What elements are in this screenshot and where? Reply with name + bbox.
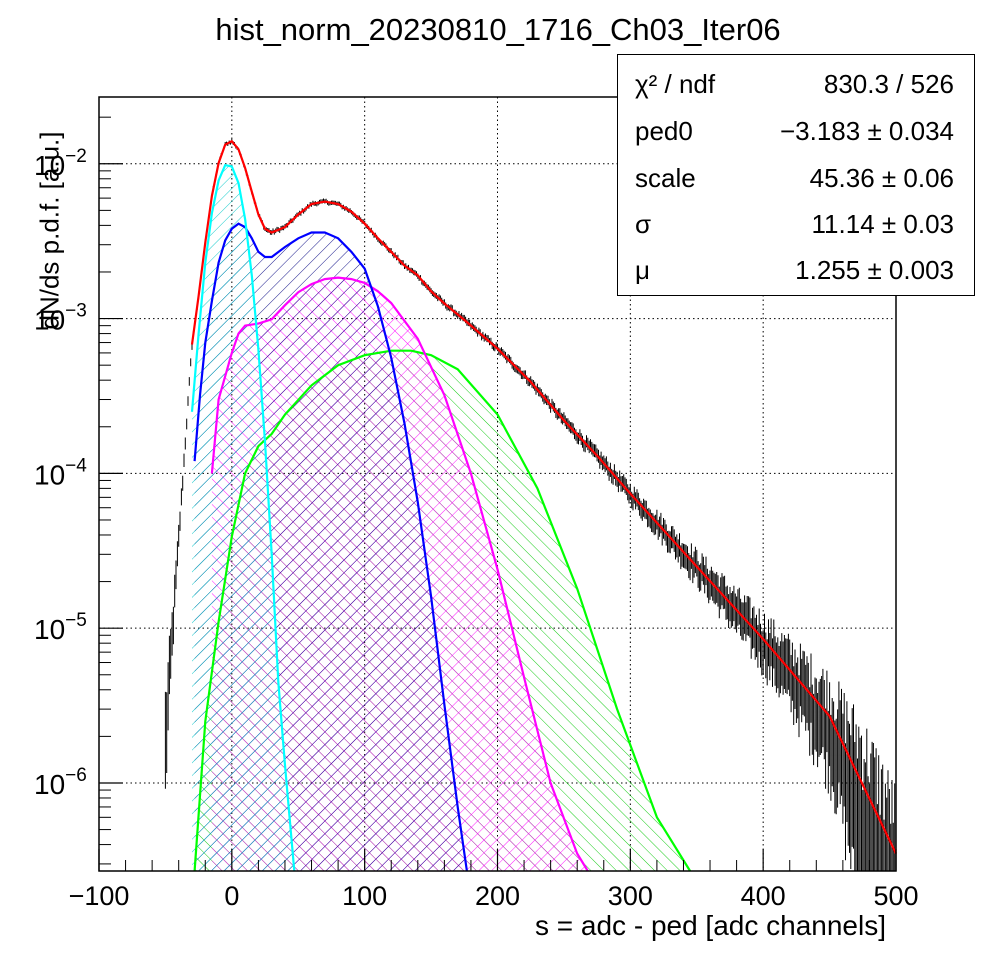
y-tick-label: 10−5: [34, 610, 87, 645]
x-tick-label: 500: [873, 881, 918, 911]
stat-row-ped0: ped0 −3.183 ± 0.034: [618, 110, 974, 156]
x-tick-label: 300: [608, 881, 653, 911]
fit-curve-4: [193, 349, 692, 872]
stat-value: 1.255 ± 0.003: [795, 255, 954, 285]
stat-value: −3.183 ± 0.034: [779, 116, 954, 146]
component-fills: [192, 165, 691, 872]
x-tick-label: 0: [224, 881, 239, 911]
stat-row-chi2: χ² / ndf 830.3 / 526: [618, 63, 974, 109]
stat-value: 830.3 / 526: [823, 69, 954, 99]
stat-row-scale: scale 45.36 ± 0.06: [618, 157, 974, 203]
x-tick-label: 100: [342, 881, 387, 911]
stat-name: scale: [635, 163, 696, 193]
y-tick-label: 10−4: [34, 455, 87, 490]
y-tick-label: 10−2: [34, 146, 87, 181]
fit-curve-0: [190, 139, 897, 855]
stat-value: 11.14 ± 0.03: [811, 209, 954, 239]
fit-curve-2: [193, 222, 468, 872]
y-axis-label: dN/ds p.d.f. [a.u.]: [34, 131, 65, 330]
component-hatch-fill: [192, 165, 295, 872]
y-tick-label: 10−6: [34, 765, 87, 800]
fit-curves: [190, 139, 897, 872]
fit-stats-box: χ² / ndf 830.3 / 526 ped0 −3.183 ± 0.034…: [617, 54, 975, 296]
stat-value: 45.36 ± 0.06: [809, 163, 954, 193]
stat-name: χ² / ndf: [635, 69, 716, 99]
fit-curve-1: [190, 163, 296, 872]
chart-title: hist_norm_20230810_1716_Ch03_Iter06: [215, 12, 781, 47]
x-tick-label: 400: [741, 881, 786, 911]
x-axis-label: s = adc - ped [adc channels]: [535, 910, 886, 941]
stat-name: μ: [635, 255, 650, 285]
y-tick-label: 10−3: [34, 301, 87, 336]
axes: −100 0 100 200 300 400 500 10−6 10−5 10−4 10−3 10−2: [34, 116, 919, 911]
stat-name: σ: [635, 209, 652, 239]
x-tick-label: −100: [69, 881, 130, 911]
x-tick-label: 200: [475, 881, 520, 911]
fit-curve-3: [210, 276, 589, 872]
stat-name: ped0: [635, 116, 693, 146]
stat-row-mu: μ 1.255 ± 0.003: [618, 249, 974, 295]
stat-row-sigma: σ 11.14 ± 0.03: [618, 203, 974, 249]
